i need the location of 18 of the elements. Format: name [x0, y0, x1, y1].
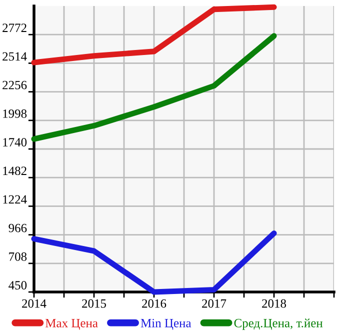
legend-label: Max Цена — [46, 319, 98, 330]
y-tick-label: 2514 — [2, 52, 27, 61]
y-tick-label: 1482 — [3, 166, 26, 176]
y-tick-label: 1740 — [3, 138, 27, 146]
x-tick-label: 2015 — [82, 299, 106, 308]
y-tick-label: 2772 — [2, 24, 26, 32]
y-tick-label: 2256 — [2, 80, 27, 90]
y-tick-label: 966 — [8, 224, 27, 232]
x-tick-label: 2016 — [142, 299, 166, 308]
y-tick-label: 450 — [8, 281, 27, 290]
x-tick-label: 2018 — [262, 299, 286, 308]
legend-label: Min Цена — [140, 318, 192, 330]
x-tick-label: 2017 — [202, 299, 226, 308]
legend-label: Сред.Цена, т.йен — [234, 318, 323, 330]
y-tick-label: 1224 — [3, 195, 27, 204]
y-tick-label: 708 — [9, 252, 27, 261]
y-tick-label: 1998 — [3, 109, 27, 118]
x-tick-label: 2014 — [22, 299, 46, 308]
